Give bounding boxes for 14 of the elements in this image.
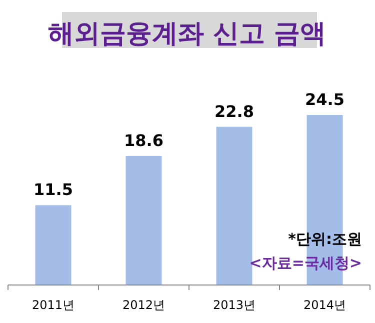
x-tick-label: 2012년 xyxy=(122,298,166,312)
bar xyxy=(126,156,162,285)
x-tick-label: 2014년 xyxy=(303,298,346,312)
x-tick-label: 2011년 xyxy=(32,298,75,312)
data-label: 22.8 xyxy=(214,102,254,121)
bar xyxy=(35,205,72,285)
x-tick-label: 2013년 xyxy=(212,298,256,312)
bar xyxy=(216,126,252,285)
annotation: <자료=국세청> xyxy=(249,254,362,272)
data-label: 24.5 xyxy=(305,90,344,109)
data-label: 11.5 xyxy=(34,180,73,200)
data-label: 18.6 xyxy=(124,130,164,150)
annotation: *단위:조원 xyxy=(288,230,362,248)
chart-title: 해외금융계좌 신고 금액 xyxy=(48,19,326,49)
